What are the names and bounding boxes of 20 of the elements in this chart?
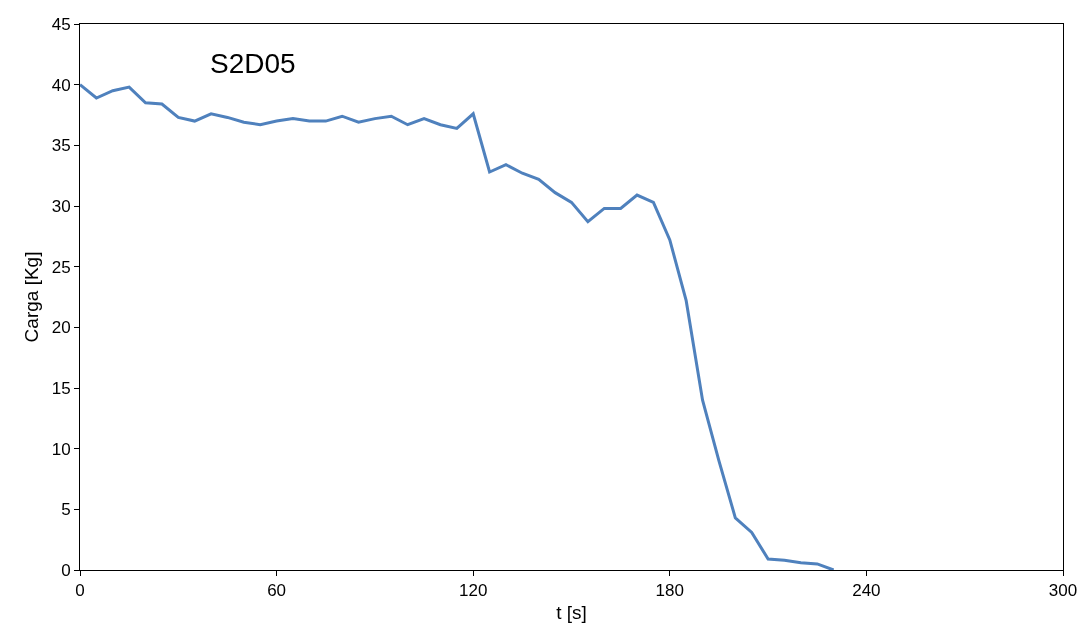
- y-tick-label: 35: [51, 136, 71, 156]
- y-tick-label: 5: [61, 500, 71, 520]
- line-series: [80, 83, 836, 570]
- text: S2D05: [210, 48, 296, 79]
- y-tick-label: 25: [51, 257, 71, 277]
- y-tick-label: 0: [61, 560, 71, 580]
- y-tick-label: 15: [51, 378, 71, 398]
- x-tick-label: 120: [459, 581, 488, 601]
- x-tick-label: 180: [655, 581, 684, 601]
- y-tick-label: 30: [51, 196, 71, 216]
- x-tick-label: 0: [75, 581, 85, 601]
- y-tick-label: 10: [51, 439, 71, 459]
- x-axis-title: t [s]: [556, 602, 587, 624]
- y-tick-label: 45: [51, 14, 71, 34]
- x-tick-label: 300: [1048, 581, 1078, 601]
- y-tick-label: 40: [51, 75, 71, 95]
- y-axis-title: Carga [Kg]: [20, 251, 42, 343]
- x-tick-label: 60: [267, 581, 287, 601]
- x-tick-label: 240: [852, 581, 881, 601]
- y-tick-label: 20: [51, 318, 71, 338]
